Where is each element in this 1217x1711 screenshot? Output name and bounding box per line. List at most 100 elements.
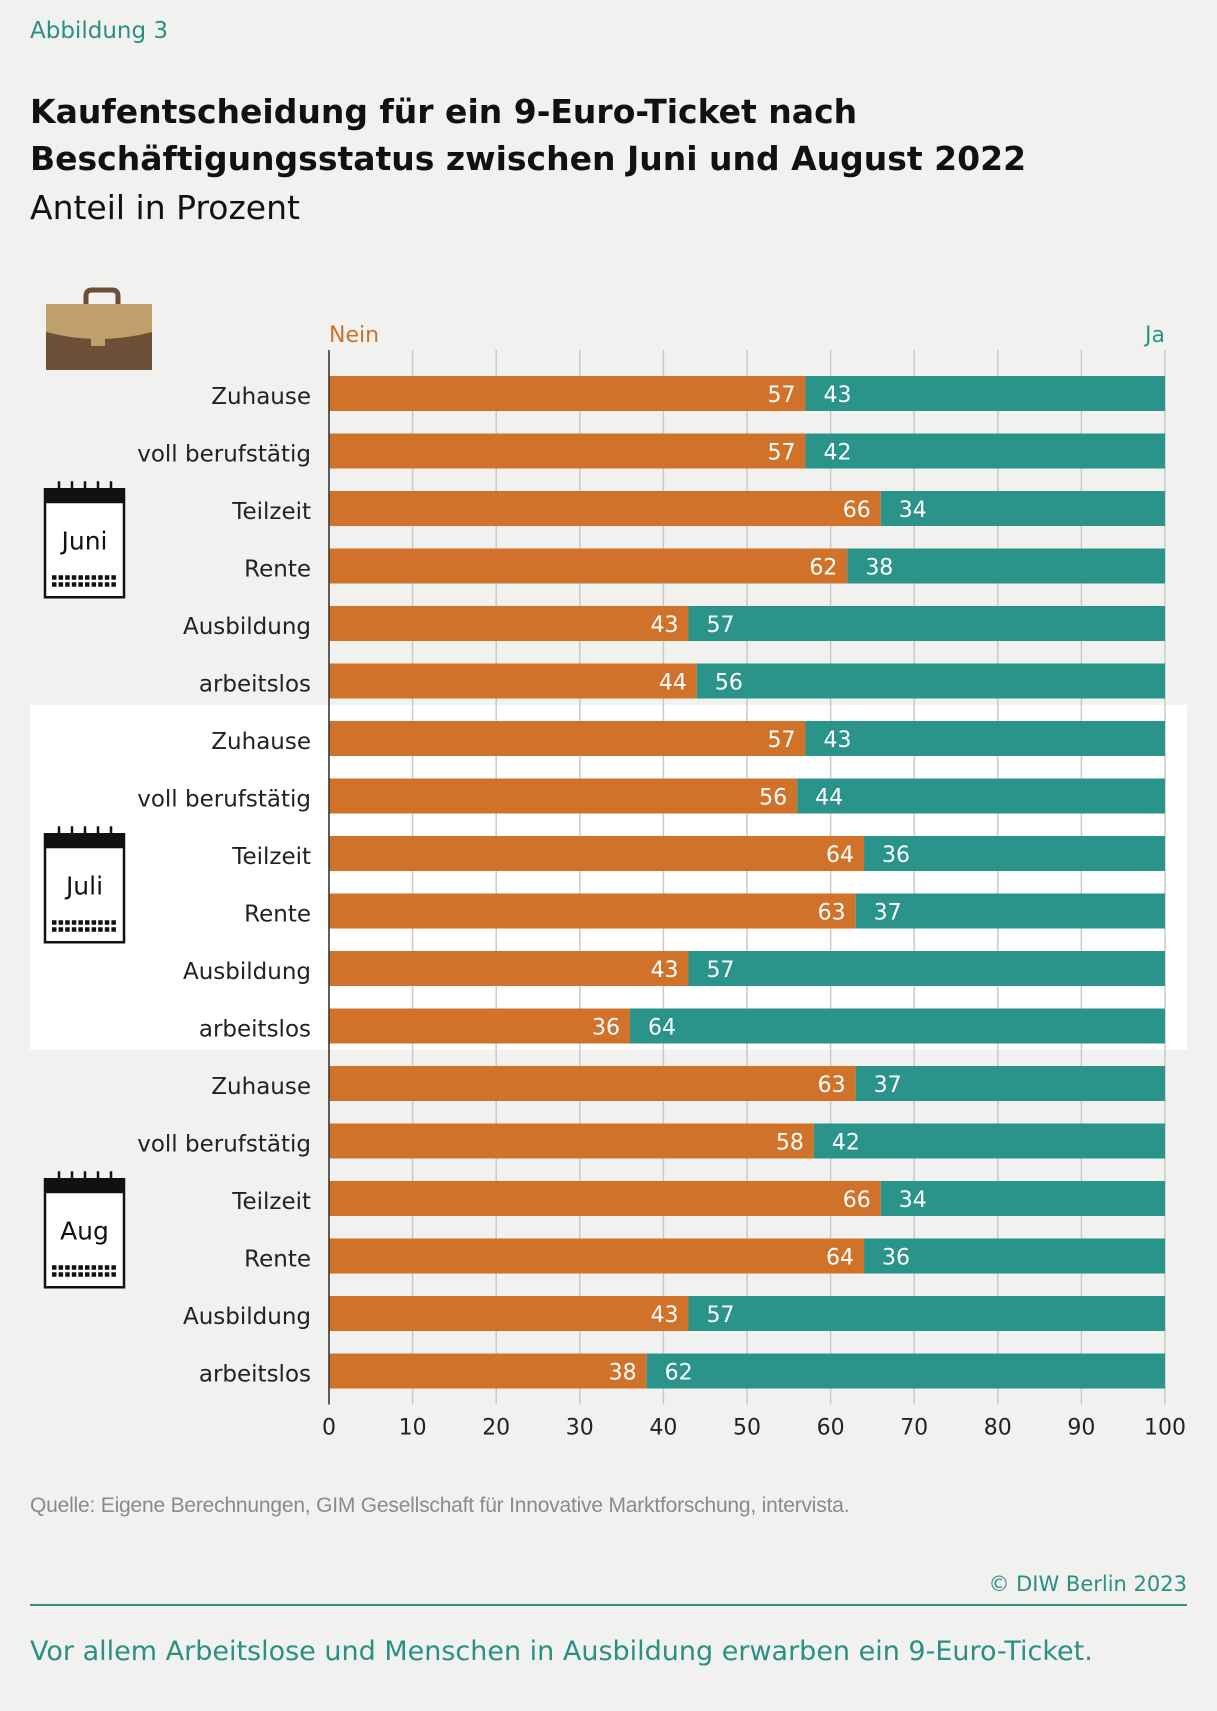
category-label: Ausbildung xyxy=(183,959,311,985)
briefcase-icon xyxy=(46,287,152,370)
data-label-nein: 36 xyxy=(592,1016,620,1041)
data-label-nein: 38 xyxy=(609,1361,637,1386)
source-note: Quelle: Eigene Berechnungen, GIM Gesells… xyxy=(30,1494,850,1517)
x-tick-label: 90 xyxy=(1067,1416,1095,1441)
bar-ja xyxy=(864,1238,1165,1274)
bar-ja xyxy=(696,663,1165,699)
bar-ja xyxy=(629,1008,1165,1044)
category-label: arbeitslos xyxy=(199,1017,311,1043)
data-label-ja: 64 xyxy=(648,1016,676,1041)
data-label-ja: 44 xyxy=(815,786,843,811)
bar-ja xyxy=(813,1123,1165,1159)
data-label-ja: 42 xyxy=(824,441,852,466)
category-label: Rente xyxy=(244,1247,311,1273)
figure-label: Abbildung 3 xyxy=(30,18,169,44)
data-label-nein: 63 xyxy=(818,901,846,926)
x-tick-label: 50 xyxy=(733,1416,761,1441)
copyright: © DIW Berlin 2023 xyxy=(988,1572,1187,1596)
x-tick-label: 0 xyxy=(322,1416,336,1441)
group-label: Juli xyxy=(64,871,103,900)
data-label-nein: 57 xyxy=(768,728,796,753)
x-tick-label: 10 xyxy=(399,1416,427,1441)
bar-ja xyxy=(797,778,1165,814)
bar-ja xyxy=(688,951,1165,986)
data-label-nein: 64 xyxy=(826,1246,854,1271)
bar-ja xyxy=(646,1353,1165,1389)
data-label-nein: 64 xyxy=(826,843,854,868)
data-label-ja: 62 xyxy=(665,1361,693,1386)
category-label: Zuhause xyxy=(211,729,311,755)
bar-nein xyxy=(329,1353,647,1389)
data-label-nein: 44 xyxy=(659,671,687,696)
bar-ja xyxy=(855,1066,1165,1101)
data-label-nein: 66 xyxy=(843,498,871,523)
category-label: Zuhause xyxy=(211,1074,311,1100)
calendar-icon: Aug xyxy=(43,1171,126,1289)
group-label: Aug xyxy=(60,1216,109,1245)
category-label: Teilzeit xyxy=(231,844,311,870)
data-label-nein: 43 xyxy=(650,613,678,638)
legend-ja: Ja xyxy=(1143,323,1165,348)
calendar-icon: Juni xyxy=(43,481,126,599)
data-label-ja: 43 xyxy=(824,383,852,408)
bar-nein xyxy=(329,376,806,411)
bar-nein xyxy=(329,491,881,526)
bar-nein xyxy=(329,433,806,469)
bar-ja xyxy=(880,491,1165,526)
bar-ja xyxy=(880,1181,1165,1216)
divider xyxy=(30,1604,1187,1606)
x-tick-label: 30 xyxy=(566,1416,594,1441)
bar-nein xyxy=(329,606,689,641)
category-label: voll berufstätig xyxy=(137,787,311,813)
category-label: Ausbildung xyxy=(183,614,311,640)
chart-title: Kaufentscheidung für ein 9-Euro-Ticket n… xyxy=(30,92,1027,178)
category-label: arbeitslos xyxy=(199,1362,311,1388)
bar-ja xyxy=(688,606,1165,641)
data-label-nein: 66 xyxy=(843,1188,871,1213)
data-label-ja: 57 xyxy=(706,613,734,638)
x-tick-label: 100 xyxy=(1144,1416,1186,1441)
x-tick-label: 20 xyxy=(482,1416,510,1441)
data-label-ja: 57 xyxy=(706,958,734,983)
data-label-nein: 57 xyxy=(768,383,796,408)
x-tick-label: 80 xyxy=(984,1416,1012,1441)
bar-ja xyxy=(805,376,1165,411)
bar-nein xyxy=(329,1181,881,1216)
bar-chart: 57 43 Zuhause 57 42 voll berufstätig 66 34 Teilz… xyxy=(30,287,1187,1441)
category-label: Rente xyxy=(244,902,311,928)
data-label-nein: 62 xyxy=(809,556,837,581)
category-label: arbeitslos xyxy=(199,672,311,698)
bar-nein xyxy=(329,1123,814,1159)
bar-ja xyxy=(847,548,1165,584)
data-label-ja: 36 xyxy=(882,843,910,868)
caption: Vor allem Arbeitslose und Menschen in Au… xyxy=(30,1636,1093,1667)
data-label-nein: 43 xyxy=(650,958,678,983)
data-label-nein: 63 xyxy=(818,1073,846,1098)
data-label-ja: 37 xyxy=(874,1073,902,1098)
bar-nein xyxy=(329,663,697,699)
bar-ja xyxy=(864,836,1165,871)
category-label: Ausbildung xyxy=(183,1304,311,1330)
data-label-nein: 57 xyxy=(768,441,796,466)
bar-nein xyxy=(329,778,798,814)
bar-nein xyxy=(329,1238,865,1274)
data-label-ja: 36 xyxy=(882,1246,910,1271)
bar-nein xyxy=(329,1066,856,1101)
data-label-ja: 56 xyxy=(715,671,743,696)
data-label-nein: 56 xyxy=(759,786,787,811)
data-label-ja: 43 xyxy=(824,728,852,753)
bar-nein xyxy=(329,1008,630,1044)
group-label: Juni xyxy=(59,526,107,555)
data-label-ja: 38 xyxy=(865,556,893,581)
x-tick-label: 70 xyxy=(900,1416,928,1441)
bar-nein xyxy=(329,1296,689,1331)
data-label-nein: 58 xyxy=(776,1131,804,1156)
chart-subtitle: Anteil in Prozent xyxy=(30,188,300,227)
data-label-ja: 37 xyxy=(874,901,902,926)
x-tick-label: 40 xyxy=(649,1416,677,1441)
legend-nein: Nein xyxy=(329,323,379,348)
category-label: voll berufstätig xyxy=(137,1132,311,1158)
calendar-icon: Juli xyxy=(43,826,126,944)
data-label-ja: 57 xyxy=(706,1303,734,1328)
category-label: Teilzeit xyxy=(231,499,311,525)
